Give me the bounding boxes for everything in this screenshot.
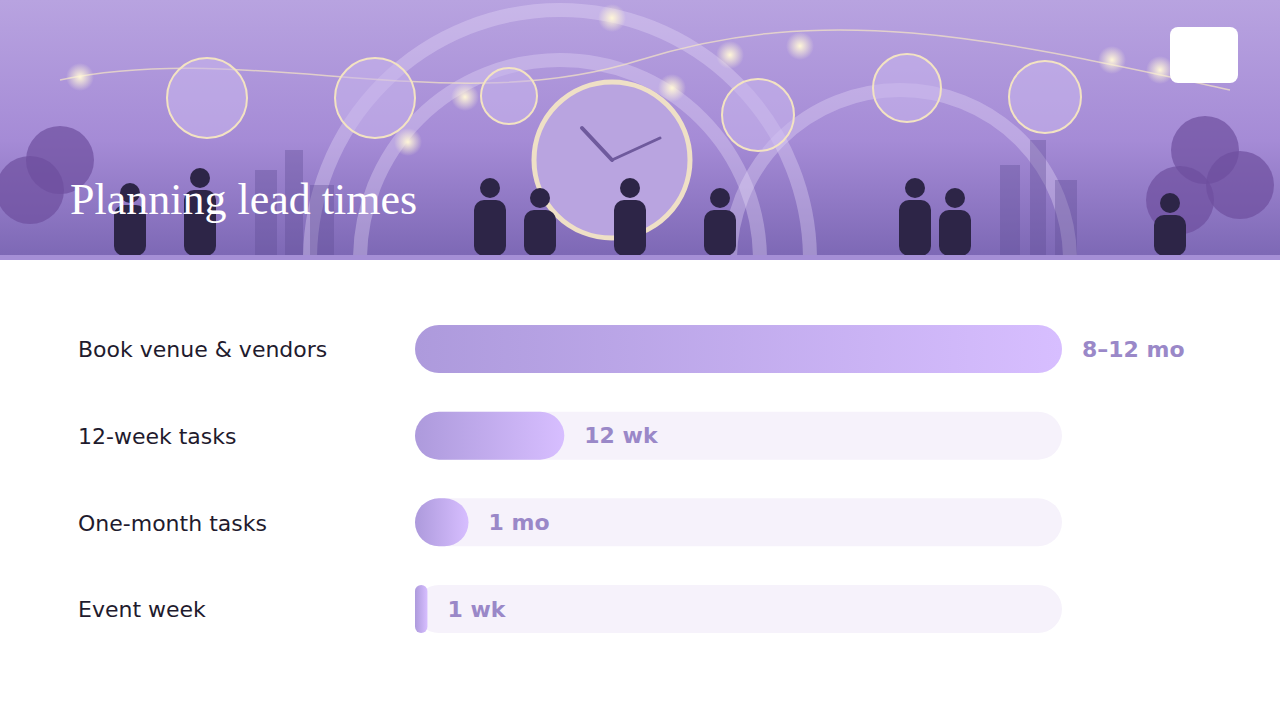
icon-badge bbox=[167, 58, 247, 138]
flowers bbox=[1206, 151, 1274, 219]
track bbox=[415, 498, 1062, 546]
tick: Book venue & vendors bbox=[78, 337, 327, 362]
person bbox=[530, 188, 550, 208]
person bbox=[905, 178, 925, 198]
building bbox=[1055, 180, 1077, 256]
category-axis: Book venue & vendors 12-week tasks One-mon… bbox=[78, 337, 327, 622]
icon-badge bbox=[873, 54, 941, 122]
data-label: 1 mo bbox=[489, 510, 550, 535]
light bbox=[716, 41, 744, 69]
logo-box bbox=[1170, 27, 1238, 83]
person bbox=[710, 188, 730, 208]
clock-hand bbox=[582, 128, 612, 160]
category-label: Book venue & vendors bbox=[78, 337, 327, 362]
person bbox=[620, 178, 640, 198]
person bbox=[1154, 215, 1186, 256]
bars bbox=[415, 325, 1062, 633]
person bbox=[1160, 193, 1180, 213]
data-label: 1 wk bbox=[447, 597, 506, 622]
arch bbox=[360, 60, 760, 260]
category-label: One-month tasks bbox=[78, 511, 267, 536]
bar bbox=[415, 325, 1062, 373]
person bbox=[524, 210, 556, 256]
data-label: 12 wk bbox=[584, 423, 659, 448]
tracks bbox=[415, 325, 1062, 633]
person bbox=[704, 210, 736, 256]
track bbox=[415, 325, 1062, 373]
tick: Event week bbox=[78, 597, 206, 622]
category-label: Event week bbox=[78, 597, 206, 622]
building bbox=[1000, 165, 1020, 256]
light bbox=[786, 32, 814, 60]
tick: One-month tasks bbox=[78, 511, 267, 536]
title: Planning lead times bbox=[70, 175, 417, 224]
category-label: 12-week tasks bbox=[78, 424, 237, 449]
icon-badge bbox=[1009, 61, 1081, 133]
bar bbox=[415, 498, 469, 546]
data-labels: 8–12 mo 12 wk 1 mo 1 wk bbox=[447, 337, 1184, 622]
light bbox=[451, 83, 479, 111]
clock-face bbox=[534, 82, 690, 238]
bar bbox=[415, 412, 564, 460]
tick: 12-week tasks bbox=[78, 424, 237, 449]
person bbox=[480, 178, 500, 198]
banner-stripe bbox=[0, 255, 1280, 260]
light bbox=[1098, 46, 1126, 74]
banner-bg bbox=[0, 0, 1280, 256]
icon-badge bbox=[481, 68, 537, 124]
data-label: 8–12 mo bbox=[1082, 337, 1185, 362]
person bbox=[945, 188, 965, 208]
banner bbox=[0, 0, 1280, 260]
light bbox=[394, 128, 422, 156]
clock-hand bbox=[612, 138, 660, 160]
person bbox=[614, 200, 646, 256]
person bbox=[474, 200, 506, 256]
icon-badge bbox=[722, 79, 794, 151]
track bbox=[415, 412, 1062, 460]
person bbox=[939, 210, 971, 256]
light bbox=[66, 63, 94, 91]
building bbox=[1030, 140, 1046, 256]
icon-badge bbox=[335, 58, 415, 138]
light bbox=[598, 4, 626, 32]
track bbox=[415, 585, 1062, 633]
person bbox=[899, 200, 931, 256]
bar bbox=[415, 585, 427, 633]
light bbox=[1146, 56, 1174, 84]
chart: Planning lead times Book venue & vendors 1… bbox=[0, 0, 1280, 720]
